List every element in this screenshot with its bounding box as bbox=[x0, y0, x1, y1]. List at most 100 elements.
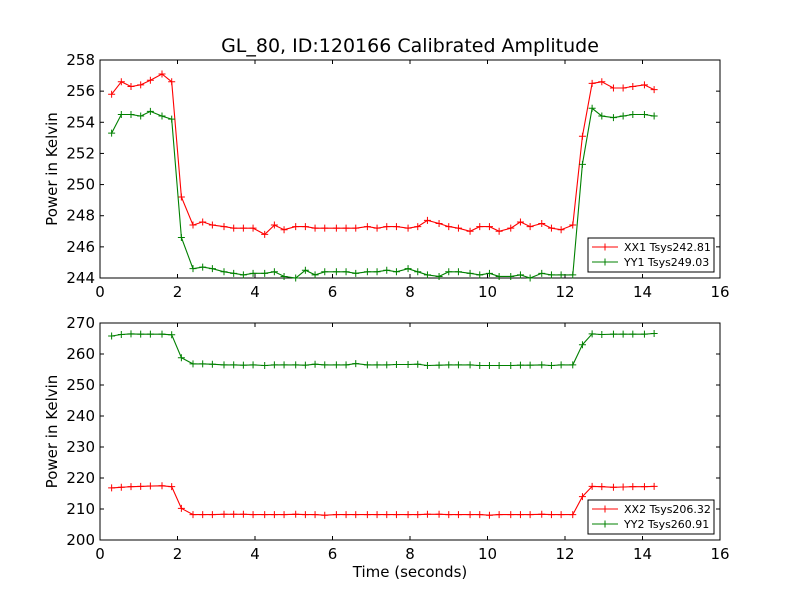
data-point bbox=[177, 354, 185, 362]
data-point bbox=[117, 330, 125, 338]
data-point bbox=[476, 271, 484, 279]
y-tick-label: 220 bbox=[66, 469, 95, 487]
data-point bbox=[189, 265, 197, 273]
data-point bbox=[249, 269, 257, 277]
data-point bbox=[239, 510, 247, 518]
data-point bbox=[383, 266, 391, 274]
data-point bbox=[292, 510, 300, 518]
y-tick-label: 210 bbox=[66, 500, 95, 518]
data-point bbox=[127, 111, 135, 118]
data-point bbox=[332, 361, 340, 369]
data-point bbox=[208, 511, 216, 519]
data-point bbox=[435, 220, 443, 227]
y-tick-label: 230 bbox=[66, 438, 95, 456]
data-point bbox=[168, 78, 176, 86]
data-point bbox=[117, 111, 125, 118]
data-point bbox=[220, 510, 228, 518]
data-point bbox=[547, 224, 555, 232]
data-point bbox=[485, 361, 493, 369]
data-point bbox=[108, 129, 116, 137]
data-point bbox=[569, 271, 577, 279]
data-point bbox=[445, 511, 453, 519]
data-point bbox=[363, 361, 371, 369]
data-point bbox=[557, 271, 565, 279]
data-point bbox=[321, 224, 329, 232]
data-point bbox=[495, 511, 503, 519]
series-2-1 bbox=[108, 482, 658, 519]
data-point bbox=[332, 511, 340, 519]
data-point bbox=[619, 112, 627, 120]
data-point bbox=[485, 269, 493, 277]
data-point bbox=[629, 483, 637, 491]
data-point bbox=[292, 361, 300, 369]
data-point bbox=[292, 274, 300, 282]
legend-label: XX2 Tsys206.32 bbox=[624, 503, 711, 516]
data-point bbox=[363, 268, 371, 276]
data-point bbox=[208, 221, 216, 229]
data-point bbox=[146, 330, 154, 338]
data-point bbox=[127, 330, 135, 338]
data-point bbox=[146, 107, 154, 115]
data-point bbox=[414, 223, 422, 231]
data-point bbox=[569, 511, 577, 519]
data-point bbox=[177, 193, 185, 201]
legend-box bbox=[587, 499, 715, 535]
data-point bbox=[383, 223, 391, 231]
x-tick-label: 12 bbox=[555, 283, 574, 301]
data-point bbox=[383, 511, 391, 519]
data-point bbox=[485, 511, 493, 519]
data-point bbox=[301, 511, 309, 519]
data-point bbox=[414, 360, 422, 368]
x-tick-label: 10 bbox=[478, 545, 497, 563]
data-point bbox=[588, 482, 596, 490]
data-point bbox=[578, 341, 586, 349]
data-point bbox=[220, 268, 228, 276]
data-point bbox=[280, 361, 288, 369]
legend-marker bbox=[601, 505, 609, 513]
data-point bbox=[199, 218, 207, 226]
x-tick-label: 0 bbox=[95, 283, 105, 301]
data-point bbox=[445, 268, 453, 276]
data-point bbox=[117, 483, 125, 491]
data-point bbox=[650, 482, 658, 490]
data-point bbox=[404, 224, 412, 232]
y-tick-label: 246 bbox=[66, 238, 95, 256]
data-point bbox=[137, 482, 145, 490]
data-point bbox=[557, 226, 565, 234]
data-point bbox=[454, 224, 462, 232]
data-point bbox=[239, 224, 247, 232]
data-point bbox=[321, 268, 329, 276]
x-tick-label: 16 bbox=[710, 545, 729, 563]
data-point bbox=[588, 330, 596, 338]
data-point bbox=[526, 223, 534, 231]
x-tick-label: 2 bbox=[173, 545, 183, 563]
data-point bbox=[220, 361, 228, 369]
data-point bbox=[507, 224, 515, 232]
data-point bbox=[249, 511, 257, 519]
data-point bbox=[538, 269, 546, 277]
x-tick-label: 4 bbox=[250, 545, 260, 563]
data-point bbox=[445, 223, 453, 231]
y-axis-label: Power in Kelvin bbox=[43, 375, 61, 489]
data-point bbox=[547, 271, 555, 279]
x-tick-label: 4 bbox=[250, 283, 260, 301]
x-tick-label: 12 bbox=[555, 545, 574, 563]
data-point bbox=[392, 268, 400, 276]
legend-label: YY1 Tsys249.03 bbox=[623, 256, 709, 269]
data-point bbox=[392, 511, 400, 519]
data-point bbox=[588, 104, 596, 112]
data-point bbox=[557, 511, 565, 519]
data-point bbox=[578, 160, 586, 168]
data-point bbox=[137, 112, 145, 120]
x-tick-label: 14 bbox=[633, 545, 652, 563]
y-tick-label: 250 bbox=[66, 176, 95, 194]
data-point bbox=[485, 223, 493, 231]
data-point bbox=[547, 361, 555, 369]
data-point bbox=[373, 268, 381, 276]
data-point bbox=[158, 70, 166, 78]
data-point bbox=[538, 220, 546, 227]
data-point bbox=[363, 511, 371, 519]
data-point bbox=[108, 332, 116, 340]
data-point bbox=[239, 361, 247, 369]
